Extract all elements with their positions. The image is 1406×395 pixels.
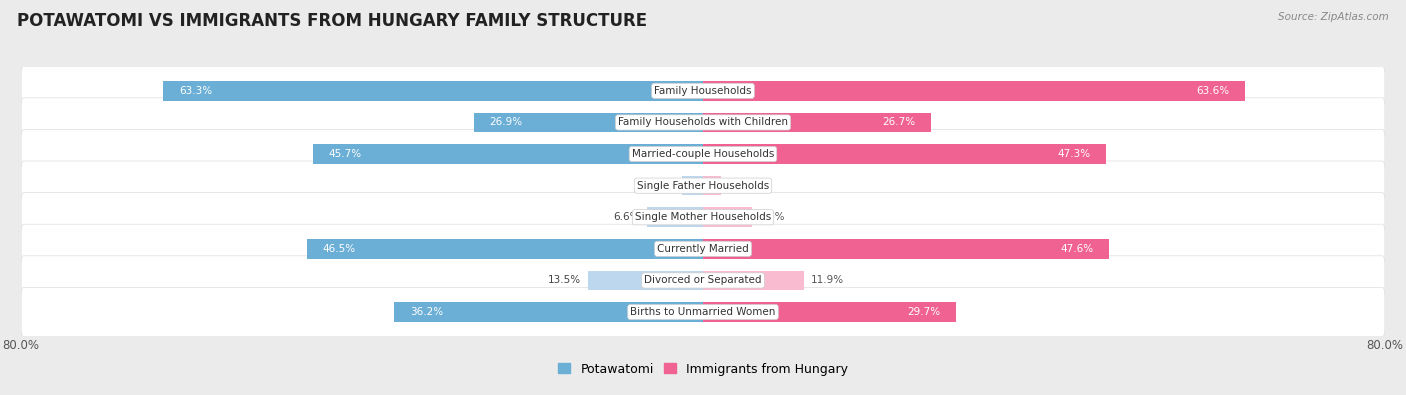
- Bar: [703, 176, 721, 196]
- Bar: [647, 207, 703, 227]
- Text: Single Father Households: Single Father Households: [637, 181, 769, 191]
- Text: 45.7%: 45.7%: [329, 149, 361, 159]
- Bar: [163, 81, 703, 101]
- Text: 26.9%: 26.9%: [489, 117, 522, 128]
- Text: 2.5%: 2.5%: [648, 181, 675, 191]
- Bar: [395, 302, 703, 322]
- Text: 26.7%: 26.7%: [882, 117, 915, 128]
- Text: 63.6%: 63.6%: [1197, 86, 1230, 96]
- Bar: [703, 81, 1246, 101]
- Text: 29.7%: 29.7%: [908, 307, 941, 317]
- Text: Single Mother Households: Single Mother Households: [636, 212, 770, 222]
- Text: Divorced or Separated: Divorced or Separated: [644, 275, 762, 286]
- FancyBboxPatch shape: [21, 130, 1385, 179]
- Text: 2.1%: 2.1%: [728, 181, 754, 191]
- FancyBboxPatch shape: [21, 288, 1385, 337]
- Bar: [703, 302, 956, 322]
- Text: 63.3%: 63.3%: [179, 86, 212, 96]
- Text: 46.5%: 46.5%: [322, 244, 356, 254]
- Text: 5.7%: 5.7%: [758, 212, 785, 222]
- Text: 13.5%: 13.5%: [548, 275, 581, 286]
- FancyBboxPatch shape: [21, 256, 1385, 305]
- Bar: [703, 113, 931, 132]
- Bar: [307, 239, 703, 259]
- Text: 11.9%: 11.9%: [811, 275, 845, 286]
- Text: 47.6%: 47.6%: [1060, 244, 1094, 254]
- Text: 47.3%: 47.3%: [1057, 149, 1091, 159]
- Text: Family Households with Children: Family Households with Children: [619, 117, 787, 128]
- FancyBboxPatch shape: [21, 224, 1385, 273]
- Text: 6.6%: 6.6%: [613, 212, 640, 222]
- Bar: [703, 207, 752, 227]
- Bar: [703, 144, 1107, 164]
- Text: Source: ZipAtlas.com: Source: ZipAtlas.com: [1278, 12, 1389, 22]
- Legend: Potawatomi, Immigrants from Hungary: Potawatomi, Immigrants from Hungary: [553, 357, 853, 380]
- Text: POTAWATOMI VS IMMIGRANTS FROM HUNGARY FAMILY STRUCTURE: POTAWATOMI VS IMMIGRANTS FROM HUNGARY FA…: [17, 12, 647, 30]
- FancyBboxPatch shape: [21, 98, 1385, 147]
- Bar: [682, 176, 703, 196]
- Text: 36.2%: 36.2%: [409, 307, 443, 317]
- FancyBboxPatch shape: [21, 161, 1385, 210]
- Bar: [588, 271, 703, 290]
- Bar: [474, 113, 703, 132]
- Text: Family Households: Family Households: [654, 86, 752, 96]
- Text: Births to Unmarried Women: Births to Unmarried Women: [630, 307, 776, 317]
- FancyBboxPatch shape: [21, 66, 1385, 115]
- Bar: [703, 271, 804, 290]
- Text: Married-couple Households: Married-couple Households: [631, 149, 775, 159]
- Bar: [703, 239, 1109, 259]
- Bar: [314, 144, 703, 164]
- Text: Currently Married: Currently Married: [657, 244, 749, 254]
- FancyBboxPatch shape: [21, 193, 1385, 242]
